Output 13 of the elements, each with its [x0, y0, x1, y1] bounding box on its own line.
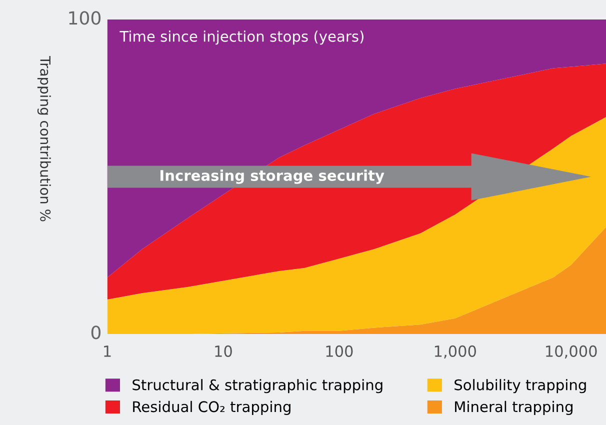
legend-label: Solubility trapping [454, 379, 586, 394]
x-axis-title: Time since injection stops (years) [120, 30, 364, 45]
x-tick-label: 1 [104, 346, 111, 357]
x-tick-label: 1,000 [434, 345, 476, 359]
annotation: Increasing storage security [160, 170, 384, 184]
legend-label: Mineral trapping [455, 400, 572, 416]
y-tick-label: 0 [91, 326, 101, 340]
x-tick-label: 10,000 [546, 345, 597, 359]
y-axis-title: Trapping contribution % [37, 56, 51, 222]
x-tick-label: 100 [326, 345, 353, 357]
legend-label: Residual CO₂ trapping [133, 400, 290, 416]
x-tick-label: 10 [215, 345, 232, 357]
legend-label: Structural & stratigraphic trapping [132, 379, 382, 394]
